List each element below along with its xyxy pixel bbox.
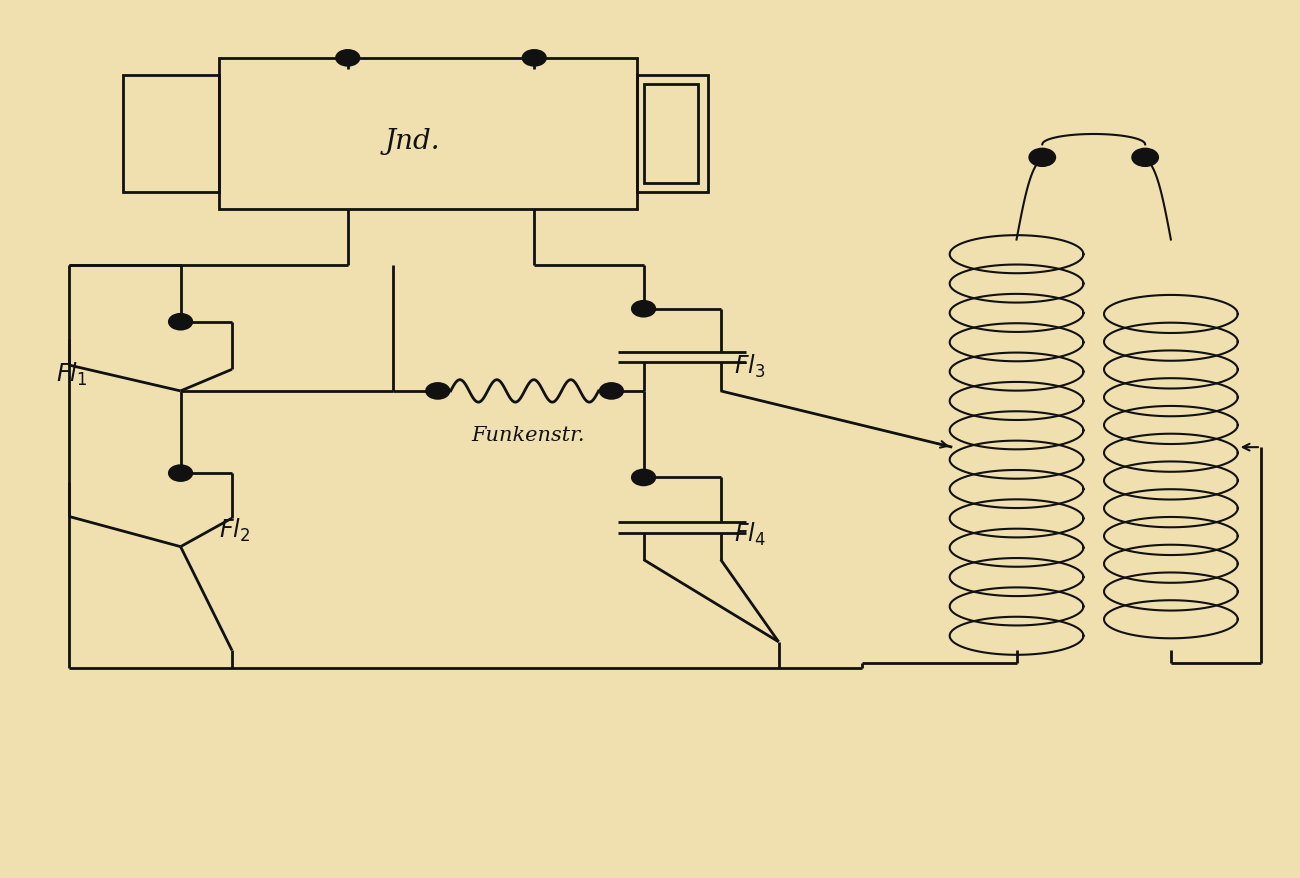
Text: Funkenstr.: Funkenstr. (471, 425, 585, 444)
Text: $Fl_1$: $Fl_1$ (56, 361, 87, 388)
Circle shape (632, 470, 655, 486)
Text: $Fl_2$: $Fl_2$ (220, 516, 250, 543)
Circle shape (1030, 149, 1056, 167)
Circle shape (632, 302, 655, 317)
Bar (637, 76, 708, 193)
Circle shape (169, 466, 192, 481)
Circle shape (599, 384, 623, 399)
Circle shape (523, 51, 546, 67)
Bar (122, 76, 220, 193)
Circle shape (169, 314, 192, 330)
Text: $Fl_3$: $Fl_3$ (733, 352, 764, 379)
Text: Jnd.: Jnd. (385, 127, 439, 155)
Circle shape (1132, 149, 1158, 167)
Circle shape (337, 51, 359, 67)
Bar (220, 59, 637, 210)
Bar (644, 84, 698, 184)
Text: $Fl_4$: $Fl_4$ (733, 521, 766, 548)
Circle shape (426, 384, 450, 399)
